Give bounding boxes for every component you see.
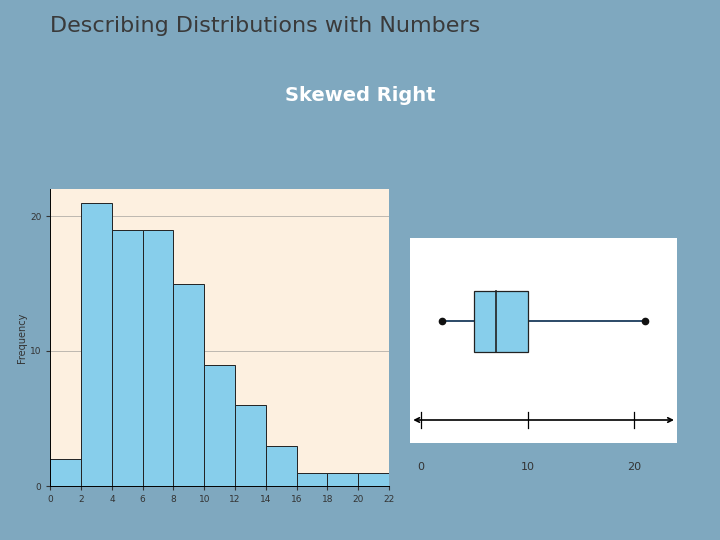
Bar — [266, 446, 297, 486]
Bar — [204, 364, 235, 486]
Bar — [81, 202, 112, 486]
Bar — [358, 472, 389, 486]
Text: Skewed Right: Skewed Right — [284, 86, 436, 105]
Bar — [235, 405, 266, 486]
Bar — [174, 284, 204, 486]
Bar — [50, 459, 81, 486]
Text: Describing Distributions with Numbers: Describing Distributions with Numbers — [50, 16, 481, 36]
Y-axis label: Frequency: Frequency — [17, 312, 27, 363]
Bar — [297, 472, 328, 486]
Bar — [328, 472, 358, 486]
Bar — [143, 230, 174, 486]
Bar — [474, 291, 528, 352]
Bar — [112, 230, 143, 486]
